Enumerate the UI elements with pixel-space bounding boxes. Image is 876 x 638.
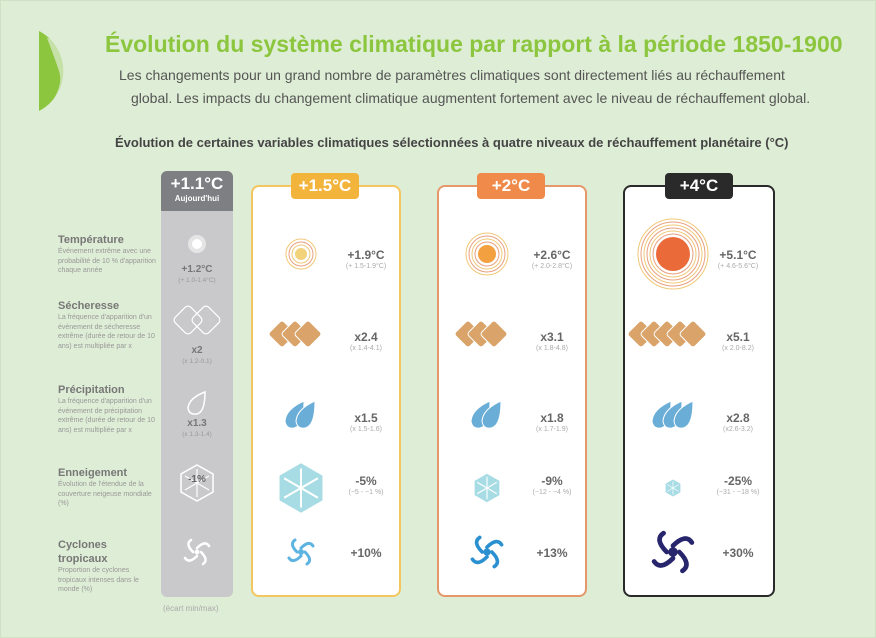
snowflake-icon (665, 479, 681, 497)
drought-icon (173, 305, 221, 335)
sun-icon (637, 218, 709, 290)
globe-icon (39, 31, 83, 111)
today-temp-value: +1.2°C (181, 264, 213, 275)
drought-icon (627, 320, 706, 348)
scenario-2-panel (437, 185, 587, 597)
snowflake-icon (474, 473, 500, 503)
row-label-drought: Sécheresse La fréquence d'apparition d'un… (58, 300, 155, 350)
scenario-2-tag: +2°C (477, 173, 545, 199)
cyclone-icon (287, 538, 315, 566)
drought-icon (268, 320, 321, 348)
temp-range: (+ 2.0-2.8°C) (531, 263, 573, 270)
snowflake-icon (279, 463, 323, 513)
today-precip-value: x1.3 (187, 418, 207, 429)
row-label-precipitation: Précipitation La fréquence d'apparition d… (58, 384, 155, 434)
snow-value: -5% (355, 474, 377, 488)
drought-value: x3.1 (540, 330, 564, 344)
temp-value: +1.9°C (347, 248, 385, 262)
subtitle-line-2: global. Les impacts du changement climat… (131, 90, 811, 106)
cyclone-value: +30% (722, 546, 754, 560)
precip-range: (x 1.5-1.6) (350, 426, 382, 433)
cyclone-icon (183, 538, 211, 566)
row-label-snow: Enneigement Évolution de l'étendue de la … (58, 467, 152, 507)
raindrop-icon (187, 390, 206, 415)
snow-value: -25% (723, 474, 752, 488)
cyclone-icon (470, 535, 504, 569)
sun-icon (285, 238, 317, 270)
cyclone-value: +10% (350, 546, 382, 560)
drought-range: (x 2.0-8.2) (722, 345, 754, 352)
today-precip-range: (x 1.3-1.4) (182, 431, 212, 438)
snow-range: (−5 - −1 %) (348, 489, 384, 496)
drought-value: x2.4 (354, 330, 378, 344)
snow-value: -9% (541, 474, 563, 488)
precip-value: x2.8 (726, 411, 750, 425)
today-tag: +1.1°C Aujourd'hui (161, 171, 233, 211)
today-temp-range: (+ 1.0-1.4°C) (178, 277, 216, 284)
snow-range: (−31 - −18 %) (716, 489, 760, 496)
drought-range: (x 1.4-4.1) (350, 345, 382, 352)
section-heading: Évolution de certaines variables climati… (115, 135, 789, 150)
today-drought-range: (x 1.2-0.1) (182, 358, 212, 365)
raindrop-icon (284, 400, 316, 429)
precip-value: x1.5 (354, 411, 378, 425)
drought-icon (454, 320, 507, 348)
raindrop-icon (650, 400, 694, 429)
precip-range: (x 1.7-1.9) (536, 426, 568, 433)
sun-icon (465, 232, 509, 276)
sun-icon (188, 235, 206, 253)
temp-value: +2.6°C (533, 248, 571, 262)
scenario-4-tag: +4°C (665, 173, 733, 199)
range-footnote: (écart min/max) (163, 604, 219, 613)
today-sublabel: Aujourd'hui (174, 194, 220, 203)
today-snow-value: -1% (188, 474, 206, 485)
row-label-temperature: Température Événement extrême avec une pr… (58, 234, 156, 274)
page-title: Évolution du système climatique par rapp… (105, 31, 843, 57)
snow-range: (−12 - −4 %) (532, 489, 572, 496)
scenario-1-5-tag: +1.5°C (291, 173, 359, 199)
temp-range: (+ 4.6-5.6°C) (717, 263, 759, 270)
cyclone-value: +13% (536, 546, 568, 560)
drought-value: x5.1 (726, 330, 750, 344)
cyclone-icon (651, 530, 695, 574)
raindrop-icon (470, 400, 502, 429)
subtitle-line-1: Les changements pour un grand nombre de … (119, 67, 785, 83)
temp-range: (+ 1.5-1.9°C) (345, 263, 387, 270)
scenario-1-5-panel (251, 185, 401, 597)
temp-value: +5.1°C (719, 248, 757, 262)
today-drought-value: x2 (191, 345, 203, 356)
precip-value: x1.8 (540, 411, 564, 425)
drought-range: (x 1.8-4.8) (536, 345, 568, 352)
today-label: +1.1°C (170, 174, 224, 193)
precip-range: (x2.6-3.2) (723, 426, 753, 433)
row-label-cyclones: Cyclones tropicaux Proportion de cyclones… (58, 539, 139, 593)
snowflake-icon (180, 464, 214, 502)
